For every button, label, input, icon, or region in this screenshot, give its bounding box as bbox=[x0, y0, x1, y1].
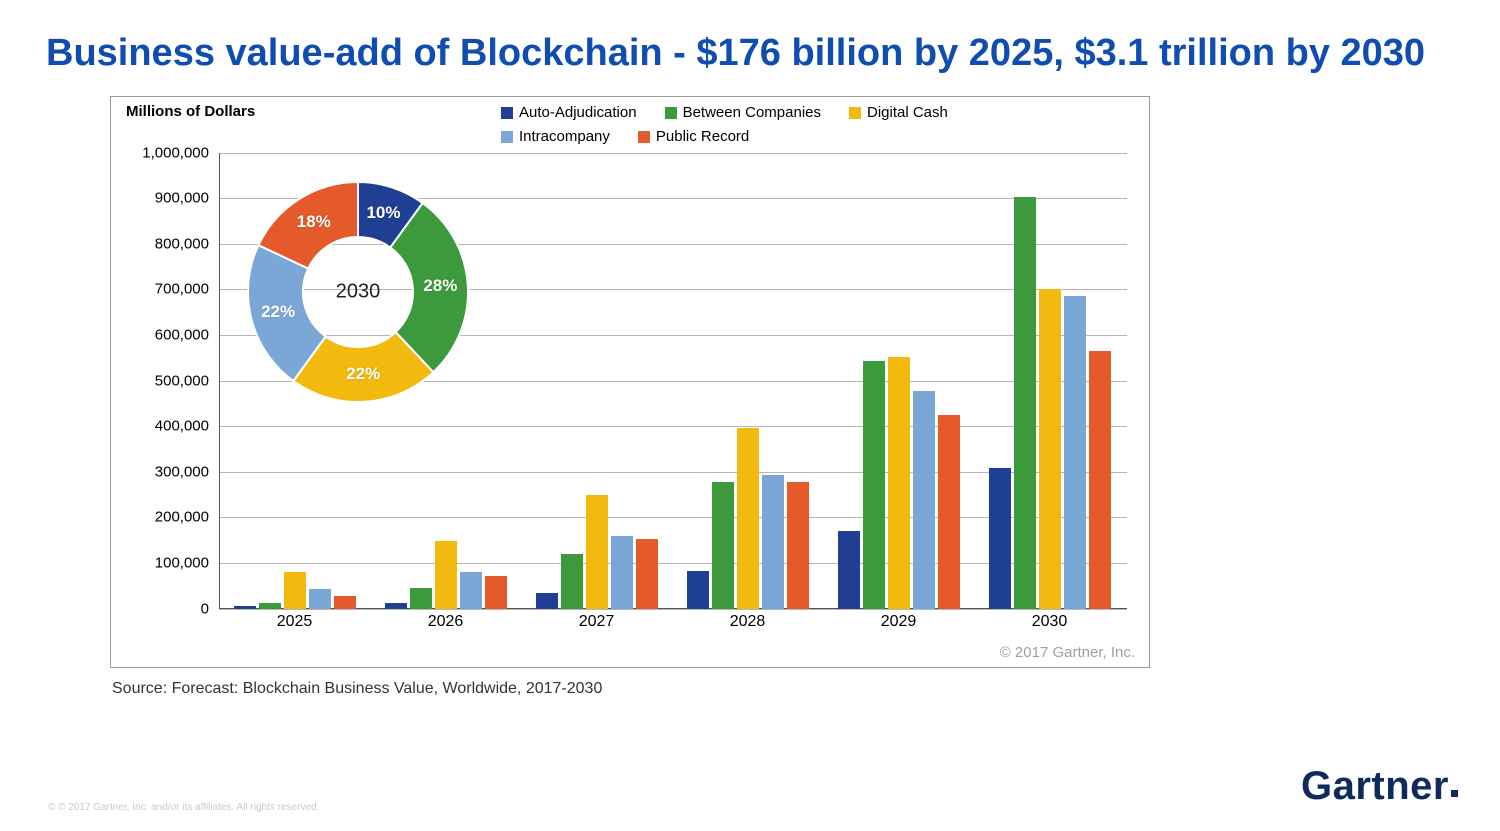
y-axis bbox=[219, 153, 220, 609]
legend-label: Public Record bbox=[656, 125, 749, 149]
slide: Business value-add of Blockchain - $176 … bbox=[0, 0, 1500, 831]
y-tick-label: 400,000 bbox=[119, 418, 209, 435]
bar bbox=[838, 531, 860, 609]
chart-copyright: © 2017 Gartner, Inc. bbox=[1000, 644, 1135, 661]
legend-label: Intracompany bbox=[519, 125, 610, 149]
x-tick-label: 2029 bbox=[881, 613, 917, 631]
y-tick-label: 700,000 bbox=[119, 281, 209, 298]
legend-swatch bbox=[849, 107, 861, 119]
bar bbox=[561, 554, 583, 609]
bar bbox=[913, 391, 935, 609]
bar bbox=[435, 541, 457, 608]
bar bbox=[284, 572, 306, 608]
bar bbox=[687, 571, 709, 608]
footer-copyright: © © 2017 Gartner, Inc. and/or its affili… bbox=[48, 802, 319, 813]
bar bbox=[586, 495, 608, 609]
donut-center-label: 2030 bbox=[336, 280, 381, 303]
y-tick-label: 300,000 bbox=[119, 463, 209, 480]
legend-swatch bbox=[501, 131, 513, 143]
y-tick-label: 200,000 bbox=[119, 509, 209, 526]
legend-swatch bbox=[638, 131, 650, 143]
legend-row: Intracompany Public Record bbox=[501, 125, 1101, 149]
donut-chart: 2030 10% 28% 22% 22% 18% bbox=[233, 167, 483, 417]
donut-slice-label: 10% bbox=[366, 203, 400, 223]
y-tick-label: 1,000,000 bbox=[119, 144, 209, 161]
gartner-logo-text: Gartner bbox=[1301, 764, 1449, 808]
bar bbox=[385, 603, 407, 609]
bar bbox=[938, 415, 960, 609]
source-text: Source: Forecast: Blockchain Business Va… bbox=[112, 680, 1460, 698]
chart-frame: Millions of Dollars Auto-Adjudication Bet… bbox=[110, 96, 1150, 668]
y-tick-label: 500,000 bbox=[119, 372, 209, 389]
y-axis-title: Millions of Dollars bbox=[126, 103, 255, 120]
gartner-logo: Gartner bbox=[1301, 764, 1458, 809]
legend-label: Between Companies bbox=[683, 101, 821, 125]
bar bbox=[1089, 351, 1111, 609]
donut-slice-label: 28% bbox=[423, 276, 457, 296]
legend-item: Auto-Adjudication bbox=[501, 101, 637, 125]
legend-label: Digital Cash bbox=[867, 101, 948, 125]
bar bbox=[762, 475, 784, 608]
chart-inner: Millions of Dollars Auto-Adjudication Bet… bbox=[111, 97, 1149, 667]
y-tick-label: 800,000 bbox=[119, 235, 209, 252]
x-tick-label: 2026 bbox=[428, 613, 464, 631]
bar bbox=[611, 536, 633, 608]
gridline bbox=[219, 609, 1127, 610]
legend-item: Digital Cash bbox=[849, 101, 948, 125]
x-tick-label: 2030 bbox=[1032, 613, 1068, 631]
bar bbox=[410, 588, 432, 609]
bar bbox=[787, 482, 809, 609]
y-tick-label: 0 bbox=[119, 600, 209, 617]
donut-slice-label: 18% bbox=[297, 212, 331, 232]
y-tick-label: 600,000 bbox=[119, 326, 209, 343]
y-tick-label: 100,000 bbox=[119, 554, 209, 571]
legend-item: Between Companies bbox=[665, 101, 821, 125]
legend: Auto-Adjudication Between Companies Digita… bbox=[501, 101, 1101, 149]
legend-item: Intracompany bbox=[501, 125, 610, 149]
bar bbox=[636, 539, 658, 608]
gartner-logo-dot bbox=[1451, 790, 1458, 797]
x-tick-label: 2028 bbox=[730, 613, 766, 631]
gridline bbox=[219, 426, 1127, 427]
legend-swatch bbox=[665, 107, 677, 119]
legend-swatch bbox=[501, 107, 513, 119]
bar bbox=[737, 428, 759, 608]
bar bbox=[1064, 296, 1086, 608]
bar bbox=[259, 603, 281, 609]
bar bbox=[1014, 197, 1036, 608]
x-tick-label: 2025 bbox=[277, 613, 313, 631]
bar bbox=[863, 361, 885, 608]
bar bbox=[1039, 289, 1061, 608]
bar bbox=[989, 468, 1011, 608]
bar bbox=[888, 357, 910, 609]
legend-label: Auto-Adjudication bbox=[519, 101, 637, 125]
y-tick-label: 900,000 bbox=[119, 190, 209, 207]
legend-item: Public Record bbox=[638, 125, 749, 149]
bar bbox=[485, 576, 507, 609]
bar bbox=[536, 593, 558, 608]
bar bbox=[712, 482, 734, 609]
donut-slice-label: 22% bbox=[346, 364, 380, 384]
donut-slice-label: 22% bbox=[261, 302, 295, 322]
legend-row: Auto-Adjudication Between Companies Digita… bbox=[501, 101, 1101, 125]
bar bbox=[309, 589, 331, 609]
bar bbox=[234, 606, 256, 608]
x-tick-label: 2027 bbox=[579, 613, 615, 631]
bar bbox=[460, 572, 482, 608]
gridline bbox=[219, 153, 1127, 154]
bar bbox=[334, 596, 356, 609]
slide-title: Business value-add of Blockchain - $176 … bbox=[46, 30, 1460, 78]
